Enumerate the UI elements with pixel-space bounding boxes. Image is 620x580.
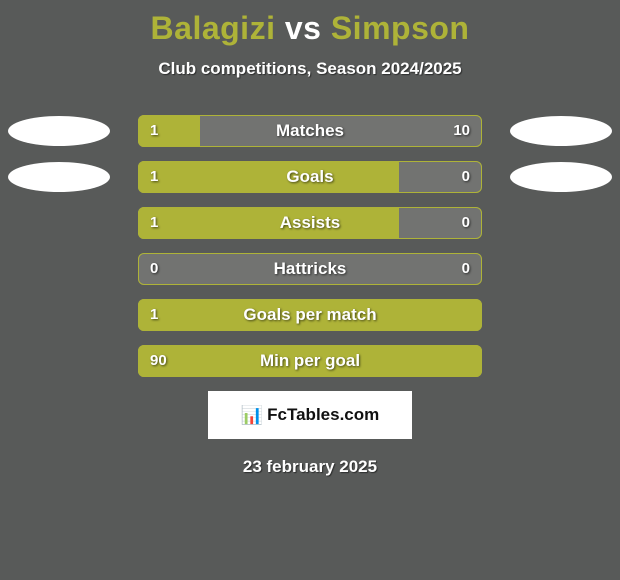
stat-bar-track — [138, 115, 482, 147]
logo-text: FcTables.com — [267, 405, 379, 425]
stat-bar-left — [138, 207, 399, 239]
stat-row: Goals per match1 — [0, 299, 620, 331]
stat-bar-left — [138, 345, 482, 377]
player2-avatar — [510, 116, 612, 146]
subtitle: Club competitions, Season 2024/2025 — [0, 59, 620, 79]
stat-bar-left — [138, 299, 482, 331]
stat-bar-track — [138, 253, 482, 285]
player2-avatar — [510, 162, 612, 192]
stat-bar-track — [138, 161, 482, 193]
stats-container: Matches110 Goals10 Assists10 Hattricks00 Goa… — [0, 115, 620, 377]
date-label: 23 february 2025 — [0, 457, 620, 477]
title-vs: vs — [275, 10, 330, 46]
stat-row: Assists10 — [0, 207, 620, 239]
stat-row: Goals10 — [0, 161, 620, 193]
title-player1: Balagizi — [151, 10, 276, 46]
source-logo: 📊 FcTables.com — [208, 391, 412, 439]
player1-avatar — [8, 116, 110, 146]
player1-avatar — [8, 162, 110, 192]
stat-bar-left — [138, 161, 399, 193]
title-player2: Simpson — [331, 10, 470, 46]
stat-bar-track — [138, 207, 482, 239]
stat-row: Hattricks00 — [0, 253, 620, 285]
stat-bar-left — [138, 115, 200, 147]
stat-bar-track — [138, 345, 482, 377]
comparison-infographic: Balagizi vs Simpson Club competitions, S… — [0, 0, 620, 580]
chart-icon: 📊 — [241, 406, 263, 424]
stat-row: Min per goal90 — [0, 345, 620, 377]
stat-row: Matches110 — [0, 115, 620, 147]
page-title: Balagizi vs Simpson — [0, 0, 620, 47]
stat-bar-track — [138, 299, 482, 331]
